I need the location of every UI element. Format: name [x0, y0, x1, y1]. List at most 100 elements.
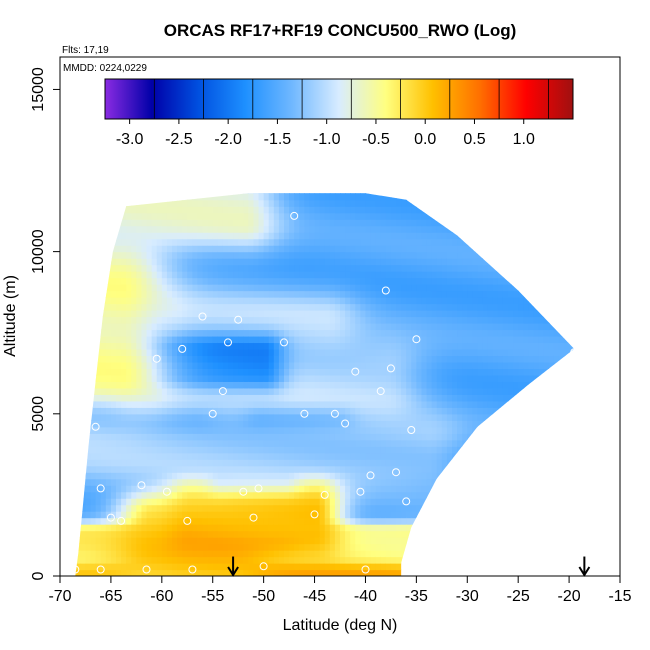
- heatmap-cell: [156, 251, 163, 259]
- heatmap-cell: [141, 550, 148, 558]
- heatmap-cell: [136, 348, 143, 357]
- heatmap-cell: [233, 472, 239, 480]
- heatmap-cell: [360, 368, 367, 376]
- heatmap-cell: [441, 452, 448, 460]
- heatmap-cell: [457, 439, 463, 447]
- heatmap-cell: [431, 310, 438, 318]
- heatmap-cell: [197, 524, 204, 532]
- heatmap-cell: [166, 504, 173, 512]
- heatmap-cell: [146, 537, 153, 545]
- heatmap-cell: [477, 387, 484, 395]
- heatmap-cell: [233, 374, 239, 382]
- heatmap-cell: [258, 251, 265, 259]
- heatmap-cell: [182, 225, 188, 233]
- heatmap-cell: [187, 225, 193, 233]
- heatmap-cell: [202, 446, 209, 454]
- heatmap-cell: [95, 374, 102, 382]
- heatmap-cell: [192, 310, 199, 318]
- heatmap-cell: [141, 413, 148, 421]
- heatmap-cell: [228, 543, 234, 551]
- heatmap-cell: [90, 537, 97, 545]
- heatmap-cell: [187, 238, 193, 246]
- heatmap-cell: [390, 517, 397, 525]
- heatmap-cell: [116, 290, 122, 298]
- heatmap-cell: [192, 199, 199, 207]
- heatmap-cell: [436, 400, 443, 408]
- heatmap-cell: [95, 400, 102, 408]
- heatmap-cell: [151, 374, 158, 382]
- heatmap-cell: [324, 426, 331, 434]
- heatmap-cell: [207, 355, 214, 363]
- heatmap-cell: [131, 381, 137, 389]
- heatmap-cell: [207, 550, 214, 558]
- heatmap-cell: [299, 245, 305, 253]
- heatmap-cell: [370, 206, 377, 214]
- heatmap-cell: [228, 303, 234, 311]
- heatmap-cell: [416, 258, 423, 266]
- heatmap-cell: [472, 413, 479, 421]
- heatmap-cell: [197, 290, 204, 298]
- heatmap-cell: [161, 206, 168, 214]
- heatmap-cell: [233, 271, 239, 279]
- heatmap-cell: [141, 225, 148, 233]
- heatmap-cell: [289, 550, 295, 558]
- heatmap-cell: [151, 387, 158, 395]
- heatmap-cell: [345, 394, 351, 402]
- heatmap-cell: [233, 329, 239, 337]
- heatmap-cell: [151, 517, 158, 525]
- heatmap-cell: [289, 517, 295, 525]
- heatmap-cell: [299, 374, 305, 382]
- heatmap-cell: [151, 206, 158, 214]
- heatmap-cell: [441, 361, 448, 369]
- heatmap-cell: [253, 543, 260, 551]
- heatmap-cell: [248, 517, 255, 525]
- heatmap-cell: [202, 517, 209, 525]
- heatmap-cell: [187, 550, 193, 558]
- heatmap-cell: [197, 277, 204, 285]
- heatmap-cell: [263, 329, 270, 337]
- heatmap-cell: [116, 563, 122, 571]
- heatmap-cell: [273, 245, 280, 253]
- heatmap-cell: [416, 452, 423, 460]
- heatmap-cell: [217, 433, 224, 441]
- heatmap-cell: [146, 498, 153, 506]
- heatmap-cell: [380, 342, 387, 350]
- heatmap-cell: [253, 355, 260, 363]
- heatmap-cell: [396, 297, 402, 305]
- heatmap-cell: [375, 569, 382, 576]
- heatmap-cell: [207, 517, 214, 525]
- heatmap-cell: [207, 433, 214, 441]
- heatmap-cell: [457, 374, 463, 382]
- heatmap-cell: [192, 381, 199, 389]
- heatmap-cell: [121, 303, 127, 311]
- heatmap-cell: [360, 193, 367, 201]
- heatmap-cell: [121, 563, 127, 571]
- heatmap-cell: [192, 563, 199, 571]
- heatmap-cell: [268, 303, 275, 311]
- heatmap-cell: [319, 550, 326, 558]
- heatmap-cell: [324, 245, 331, 253]
- heatmap-cell: [375, 264, 382, 272]
- heatmap-cell: [131, 550, 137, 558]
- heatmap-cell: [222, 524, 229, 532]
- heatmap-cell: [258, 310, 265, 318]
- heatmap-cell: [228, 245, 234, 253]
- heatmap-cell: [166, 225, 173, 233]
- heatmap-cell: [212, 284, 219, 292]
- heatmap-cell: [187, 277, 193, 285]
- heatmap-cell: [156, 219, 163, 227]
- heatmap-cell: [177, 368, 183, 376]
- heatmap-cell: [340, 348, 346, 357]
- heatmap-cell: [416, 322, 423, 331]
- heatmap-cell: [273, 524, 280, 532]
- heatmap-cell: [258, 193, 265, 194]
- heatmap-cell: [207, 342, 214, 350]
- heatmap-cell: [273, 550, 280, 558]
- heatmap-cell: [263, 472, 270, 480]
- heatmap-cell: [406, 452, 412, 460]
- heatmap-cell: [192, 550, 199, 558]
- heatmap-cell: [284, 258, 290, 266]
- heatmap-cell: [319, 420, 326, 428]
- heatmap-cell: [477, 264, 484, 272]
- heatmap-cell: [192, 439, 199, 447]
